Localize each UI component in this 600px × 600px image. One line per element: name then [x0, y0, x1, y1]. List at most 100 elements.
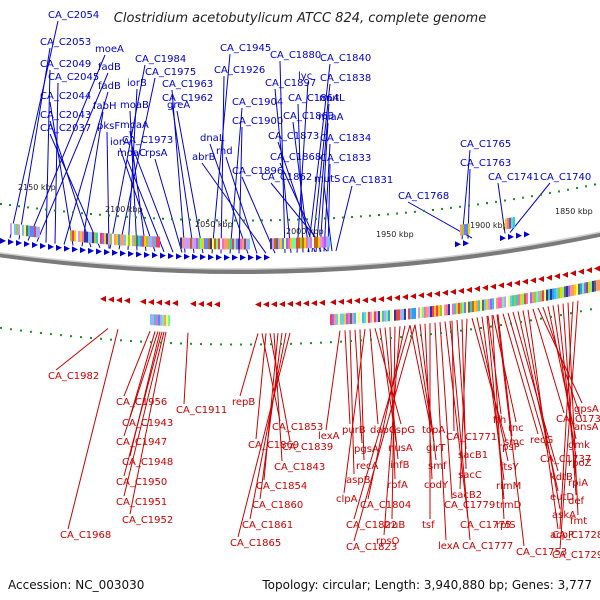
reverse-leader-line — [384, 327, 399, 460]
reverse-gene-label: CA_C1951 — [116, 497, 167, 508]
reverse-leader-line — [374, 328, 402, 425]
reverse-leader-line — [532, 308, 565, 414]
feature-stripe — [462, 302, 464, 314]
feature-stripe — [596, 280, 598, 292]
feature-stripe — [392, 309, 394, 321]
forward-gene-arrow — [168, 253, 174, 260]
feature-stripe — [240, 238, 242, 250]
forward-gene-arrow — [248, 254, 254, 261]
feature-stripe — [206, 238, 208, 250]
scale-dot — [279, 219, 281, 222]
reverse-gene-labels: CA_C1982 CA_C1956 CA_C1943 CA_C1947 CA_C1948… — [48, 371, 600, 561]
feature-stripe — [184, 237, 186, 249]
forward-gene-arrow — [120, 250, 126, 257]
feature-stripe — [182, 237, 184, 249]
feature-stripe — [488, 298, 490, 310]
feature-stripe — [210, 238, 212, 250]
feature-stripe — [234, 238, 236, 250]
reverse-gene-label: smf — [428, 461, 447, 472]
forward-gene-label: CA_C1834 — [320, 133, 371, 144]
feature-stripe — [194, 237, 196, 249]
feature-stripe — [150, 236, 152, 248]
forward-leader-line — [126, 158, 165, 253]
inner-dot — [160, 341, 162, 344]
forward-gene-arrow — [8, 238, 14, 245]
forward-gene-arrow — [88, 247, 94, 254]
forward-gene-label: CA_C1833 — [320, 153, 371, 164]
feature-stripe — [156, 314, 158, 326]
scale-tick-label: 2000 kbp — [286, 227, 324, 236]
feature-stripe — [446, 304, 448, 316]
feature-stripe — [218, 238, 220, 250]
forward-gene-arrow — [24, 241, 30, 248]
feature-stripe — [558, 287, 560, 299]
reverse-gene-arrow — [458, 287, 464, 294]
reverse-leader-line — [507, 312, 549, 454]
scale-dot — [432, 208, 434, 211]
feature-stripe — [242, 238, 244, 250]
forward-gene-arrow — [232, 254, 238, 261]
feature-stripe — [456, 303, 458, 315]
forward-leader-line — [63, 91, 109, 245]
reverse-leader-line — [129, 331, 167, 515]
scale-dot — [99, 213, 101, 216]
forward-leader-line — [106, 131, 110, 249]
scale-dot — [378, 214, 380, 217]
inner-dot — [80, 336, 82, 339]
feature-stripe — [386, 310, 388, 322]
forward-leader-line — [176, 110, 204, 254]
feature-stripe — [394, 309, 396, 321]
forward-gene-labels: CA_C2054 CA_C2053 moeA fadB CA_C2049 CA_C2045… — [40, 10, 591, 202]
reverse-leader-line — [369, 328, 379, 425]
forward-gene-label: miaA — [318, 112, 344, 123]
feature-stripe — [498, 297, 500, 309]
reverse-leader-line — [259, 332, 283, 500]
reverse-leader-line — [414, 324, 435, 443]
inner-dot — [140, 340, 142, 343]
feature-stripe — [110, 233, 112, 245]
scale-dot — [477, 203, 479, 206]
feature-stripe — [526, 293, 528, 305]
feature-stripe — [158, 314, 160, 326]
reverse-leader-line — [451, 320, 455, 432]
feature-stripe — [509, 217, 511, 229]
feature-stripe — [88, 231, 90, 243]
feature-stripe — [422, 307, 424, 319]
forward-gene-arrow — [48, 243, 54, 250]
forward-leader-line — [307, 63, 331, 253]
feature-stripe — [208, 238, 210, 250]
feature-stripe — [212, 238, 214, 250]
reverse-gene-arrow — [190, 300, 196, 307]
inner-dot — [430, 333, 432, 336]
feature-stripe — [506, 296, 508, 308]
feature-stripe — [450, 303, 452, 315]
forward-leader-line — [18, 47, 51, 240]
scale-dot — [252, 219, 254, 222]
reverse-gene-label: ffh — [493, 415, 506, 426]
forward-gene-label: CA_C1897 — [265, 78, 316, 89]
reverse-gene-label: recA — [356, 461, 379, 472]
forward-gene-arrow — [96, 248, 102, 255]
feature-stripe — [12, 223, 14, 235]
feature-stripe — [536, 291, 538, 303]
feature-stripe — [154, 236, 156, 248]
feature-stripe — [298, 237, 300, 249]
reverse-gene-label: sacB2 — [452, 490, 482, 501]
forward-gene-label: CA_C2053 — [40, 37, 91, 48]
feature-stripe — [236, 238, 238, 250]
inner-dot — [110, 338, 112, 341]
feature-stripe — [80, 231, 82, 243]
feature-stripe — [362, 312, 364, 324]
feature-stripe — [414, 307, 416, 319]
feature-stripe — [402, 308, 404, 320]
forward-gene-label: CA_C1963 — [162, 79, 213, 90]
forward-leader-line — [315, 103, 330, 252]
feature-stripe — [520, 293, 522, 305]
feature-stripe — [368, 311, 370, 323]
reverse-gene-label: rbfA — [387, 480, 408, 491]
reverse-label-leaders — [55, 300, 583, 550]
reverse-gene-arrow — [311, 300, 317, 307]
forward-gene-label: CA_C1768 — [398, 191, 449, 202]
forward-gene-label: CA_C2054 — [48, 10, 99, 21]
reverse-gene-arrow — [570, 270, 576, 277]
